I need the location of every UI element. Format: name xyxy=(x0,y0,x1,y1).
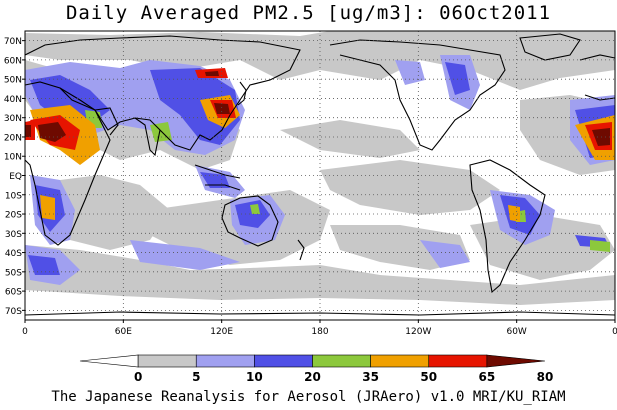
lat-label: 30S xyxy=(5,230,22,240)
legend-level-label: 35 xyxy=(362,370,379,384)
legend-swatch xyxy=(312,354,371,368)
lat-label: 20S xyxy=(5,211,22,221)
lat-label: 50S xyxy=(5,268,22,278)
lat-label: 60N xyxy=(4,56,22,66)
legend-level-label: 0 xyxy=(134,370,142,384)
legend-swatch xyxy=(486,354,546,368)
color-legend: 0 5 10 20 35 50 65 80 xyxy=(79,354,554,384)
lat-lon-grid xyxy=(25,31,615,320)
lat-label: 20N xyxy=(4,133,22,143)
lon-label: 120W xyxy=(405,327,431,337)
longitude-labels: 0 60E 120E 180 120W 60W 0 xyxy=(22,320,617,337)
legend-level-label: 20 xyxy=(304,370,321,384)
lat-label: 10N xyxy=(4,153,22,163)
lat-label: 30N xyxy=(4,114,22,124)
legend-swatch xyxy=(254,354,313,368)
lon-label: 0 xyxy=(22,327,28,337)
lat-label: 50N xyxy=(4,76,22,86)
legend-swatch xyxy=(370,354,430,368)
lat-label: EQ xyxy=(9,172,22,182)
credit-line: The Japanese Reanalysis for Aerosol (JRA… xyxy=(51,389,566,405)
lat-label: 70S xyxy=(5,307,22,317)
lat-label: 40S xyxy=(5,249,22,259)
lat-label: 60S xyxy=(5,288,22,298)
latitude-labels: 70N 60N 50N 40N 30N 20N 10N EQ 10S 20S 30S 40S 50S 60… xyxy=(4,37,25,317)
legend-level-label: 5 xyxy=(192,370,200,384)
lon-label: 0 xyxy=(612,327,617,337)
lon-label: 60W xyxy=(506,327,526,337)
lon-label: 60E xyxy=(115,327,132,337)
legend-level-label: 80 xyxy=(537,370,554,384)
lat-label: 70N xyxy=(4,37,22,47)
legend-swatch xyxy=(79,354,139,368)
lat-label: 40N xyxy=(4,95,22,105)
lat-label: 10S xyxy=(5,191,22,201)
map-title: Daily Averaged PM2.5 [ug/m3]: 06Oct2011 xyxy=(65,2,552,24)
legend-level-label: 10 xyxy=(246,370,263,384)
legend-swatch xyxy=(428,354,488,368)
legend-level-label: 50 xyxy=(420,370,437,384)
lon-label: 180 xyxy=(311,327,328,337)
lon-label: 120E xyxy=(210,327,233,337)
legend-swatch xyxy=(195,354,255,368)
legend-swatch xyxy=(137,354,197,368)
legend-level-label: 65 xyxy=(479,370,496,384)
